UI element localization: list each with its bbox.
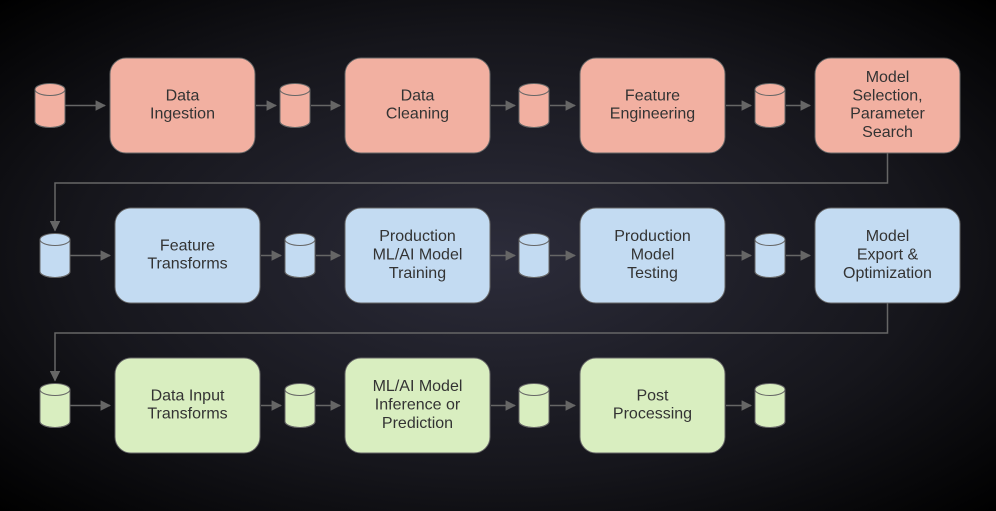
- row2-box-1-label: ML/AI ModelInference orPrediction: [373, 378, 463, 432]
- row0-box-3: ModelSelection,ParameterSearch: [815, 58, 960, 153]
- row1-cylinder-1: [285, 234, 315, 278]
- row2-cylinder-0: [40, 384, 70, 428]
- row1-cylinder-2: [519, 234, 549, 278]
- row2-box-1: ML/AI ModelInference orPrediction: [345, 358, 490, 453]
- row1-box-3: ModelExport &Optimization: [815, 208, 960, 303]
- row2-box-0: Data InputTransforms: [115, 358, 260, 453]
- row0-cylinder-3: [755, 84, 785, 128]
- row1-cylinder-3: [755, 234, 785, 278]
- row0-cylinder-0: [35, 84, 65, 128]
- row0-cylinder-1: [280, 84, 310, 128]
- row2-box-2: PostProcessing: [580, 358, 725, 453]
- ml-pipeline-diagram: DataIngestion DataCleaning FeatureEngineer…: [0, 0, 996, 511]
- row0-box-1: DataCleaning: [345, 58, 490, 153]
- row1-box-0: FeatureTransforms: [115, 208, 260, 303]
- row1-box-2: ProductionModelTesting: [580, 208, 725, 303]
- row1-cylinder-0: [40, 234, 70, 278]
- row0-box-2: FeatureEngineering: [580, 58, 725, 153]
- row2-box-0-label: Data InputTransforms: [147, 388, 227, 423]
- row2-cylinder-2: [519, 384, 549, 428]
- row0-cylinder-2: [519, 84, 549, 128]
- row1-box-1: ProductionML/AI ModelTraining: [345, 208, 490, 303]
- row2-cylinder-1: [285, 384, 315, 428]
- row2-cylinder-3: [755, 384, 785, 428]
- row0-box-0: DataIngestion: [110, 58, 255, 153]
